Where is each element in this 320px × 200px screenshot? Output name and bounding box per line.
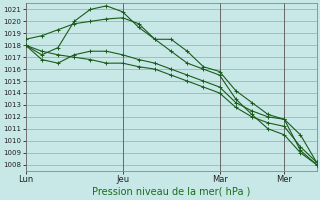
X-axis label: Pression niveau de la mer( hPa ): Pression niveau de la mer( hPa ): [92, 187, 250, 197]
